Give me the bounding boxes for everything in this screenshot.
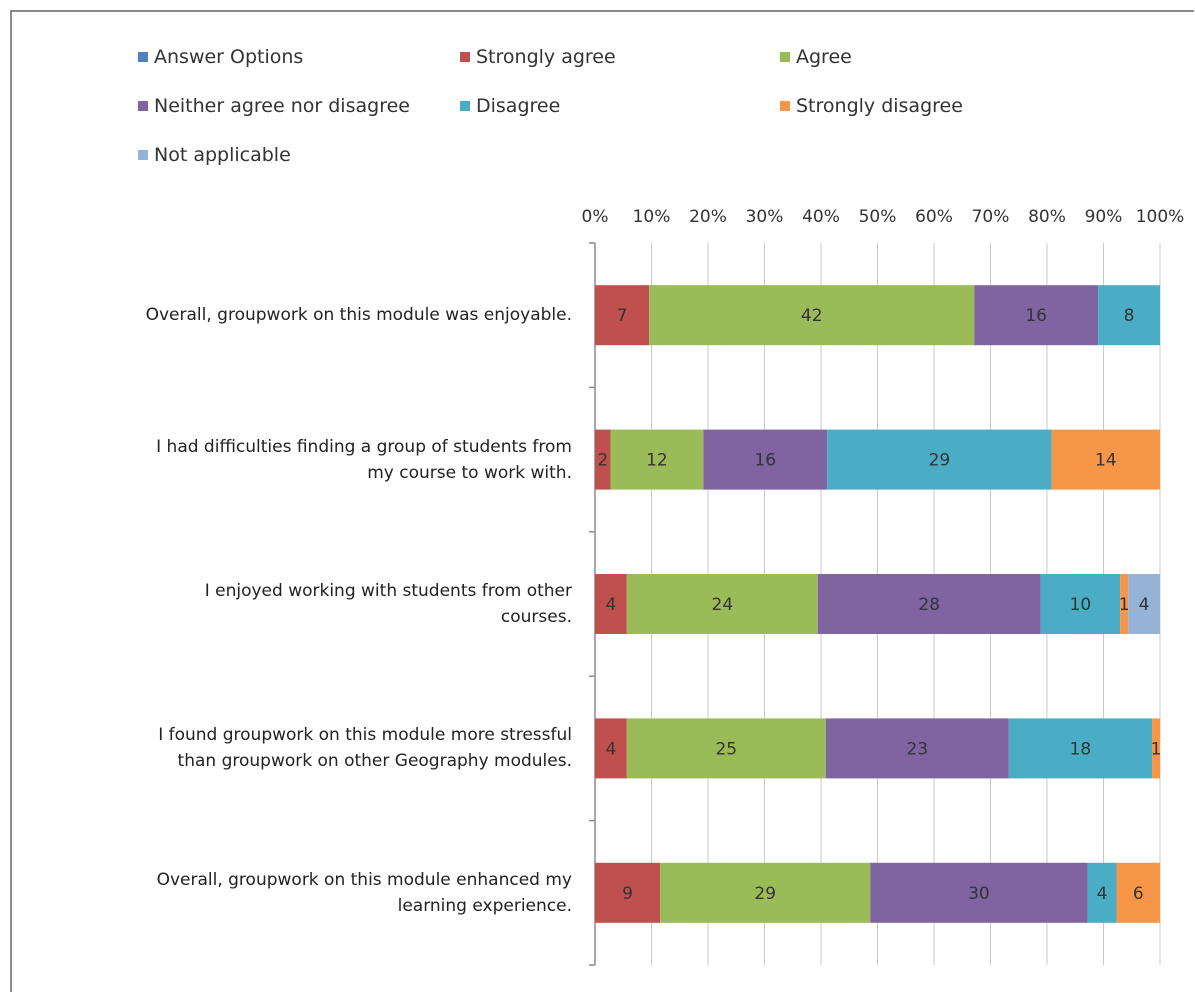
data-label: 4: [606, 739, 617, 759]
x-tick-label: 10%: [633, 207, 671, 227]
bar-segment: [1098, 285, 1160, 346]
category-label-line: Overall, groupwork on this module enhanc…: [156, 869, 572, 890]
legend-label: Answer Options: [154, 46, 304, 68]
bar-segment: [703, 429, 828, 490]
x-tick-label: 50%: [859, 207, 897, 227]
category-label-line: than groupwork on other Geography module…: [177, 751, 572, 772]
category-label-line: my course to work with.: [367, 462, 572, 483]
data-label: 42: [801, 306, 823, 326]
data-label: 2: [597, 451, 608, 471]
legend-item: Not applicable: [138, 144, 291, 166]
bar-segment: [1087, 862, 1117, 923]
bar-segment: [649, 285, 975, 346]
legend-label: Not applicable: [154, 144, 291, 166]
legend-swatch: [460, 52, 470, 62]
bar-segment: [660, 862, 871, 923]
x-tick-label: 80%: [1028, 207, 1066, 227]
data-label: 16: [754, 451, 776, 471]
data-label: 18: [1070, 739, 1092, 759]
data-label: 10: [1070, 595, 1092, 615]
legend-swatch: [138, 150, 148, 160]
bar-segment: [1051, 429, 1160, 490]
category-label-line: Overall, groupwork on this module was en…: [145, 305, 572, 326]
bar-segment: [1040, 574, 1121, 634]
x-tick-label: 90%: [1085, 207, 1123, 227]
data-label: 6: [1133, 884, 1144, 904]
legend-item: Neither agree nor disagree: [138, 95, 410, 117]
data-label: 4: [1097, 884, 1108, 904]
bar-segment: [870, 862, 1088, 923]
category-label-line: I found groupwork on this module more st…: [158, 725, 572, 746]
category-label-line: I had difficulties finding a group of st…: [156, 436, 572, 457]
data-label: 23: [906, 739, 928, 759]
data-label: 12: [646, 451, 668, 471]
legend-label: Strongly disagree: [796, 95, 963, 117]
legend-swatch: [138, 52, 148, 62]
data-label: 9: [622, 884, 633, 904]
x-tick-label: 40%: [802, 207, 840, 227]
x-tick-label: 20%: [689, 207, 727, 227]
x-tick-label: 100%: [1136, 207, 1185, 227]
data-label: 8: [1124, 306, 1135, 326]
chart-frame: [10, 10, 1194, 992]
category-label-line: learning experience.: [397, 895, 572, 916]
legend-swatch: [780, 52, 790, 62]
bar-segment: [595, 285, 650, 346]
bar-segment: [595, 429, 611, 490]
bar-segment: [595, 718, 627, 779]
bar-segment: [1116, 862, 1160, 923]
bar-segment: [1008, 718, 1153, 779]
bar-segment: [1120, 574, 1129, 634]
legend-item: Agree: [780, 46, 852, 68]
data-label: 29: [754, 884, 776, 904]
data-label: 4: [1139, 595, 1150, 615]
bar-segment: [1128, 574, 1160, 634]
category-label: I enjoyed working with students from oth…: [0, 578, 572, 630]
bar-segment: [626, 574, 818, 634]
x-tick-label: 0%: [582, 207, 609, 227]
legend-item: Disagree: [460, 95, 560, 117]
legend-swatch: [780, 101, 790, 111]
category-label: I had difficulties finding a group of st…: [0, 434, 572, 486]
legend-swatch: [460, 101, 470, 111]
category-label-line: courses.: [500, 607, 572, 627]
x-tick-label: 30%: [746, 207, 784, 227]
bar-segment: [825, 718, 1009, 779]
data-label: 24: [712, 595, 734, 615]
legend-label: Agree: [796, 46, 852, 68]
bar-segment: [1152, 718, 1160, 779]
x-tick-label: 60%: [915, 207, 953, 227]
legend-swatch: [138, 101, 148, 111]
bar-segment: [610, 429, 704, 490]
data-label: 4: [606, 595, 617, 615]
bar-segment: [595, 574, 627, 634]
bar-segment: [626, 718, 826, 779]
bar-segment: [974, 285, 1099, 346]
legend-label: Disagree: [476, 95, 561, 117]
data-label: 28: [918, 595, 940, 615]
data-label: 30: [968, 884, 990, 904]
legend-label: Strongly agree: [476, 46, 616, 68]
legend-item: Strongly agree: [460, 46, 616, 68]
category-label: Overall, groupwork on this module was en…: [0, 302, 572, 328]
category-label: Overall, groupwork on this module enhanc…: [0, 867, 572, 919]
legend-item: Strongly disagree: [780, 95, 963, 117]
bar-segment: [595, 862, 661, 923]
data-label: 1: [1151, 739, 1162, 759]
legend-item: Answer Options: [138, 46, 303, 68]
data-label: 29: [929, 451, 951, 471]
category-label-line: I enjoyed working with students from oth…: [204, 581, 572, 601]
bar-segment: [827, 429, 1052, 490]
data-label: 7: [617, 306, 628, 326]
legend-label: Neither agree nor disagree: [154, 95, 410, 117]
data-label: 16: [1025, 306, 1047, 326]
bar-segment: [817, 574, 1041, 634]
x-tick-label: 70%: [972, 207, 1010, 227]
data-label: 14: [1095, 451, 1117, 471]
data-label: 25: [715, 739, 737, 759]
category-label: I found groupwork on this module more st…: [0, 722, 572, 774]
data-label: 1: [1119, 595, 1130, 615]
